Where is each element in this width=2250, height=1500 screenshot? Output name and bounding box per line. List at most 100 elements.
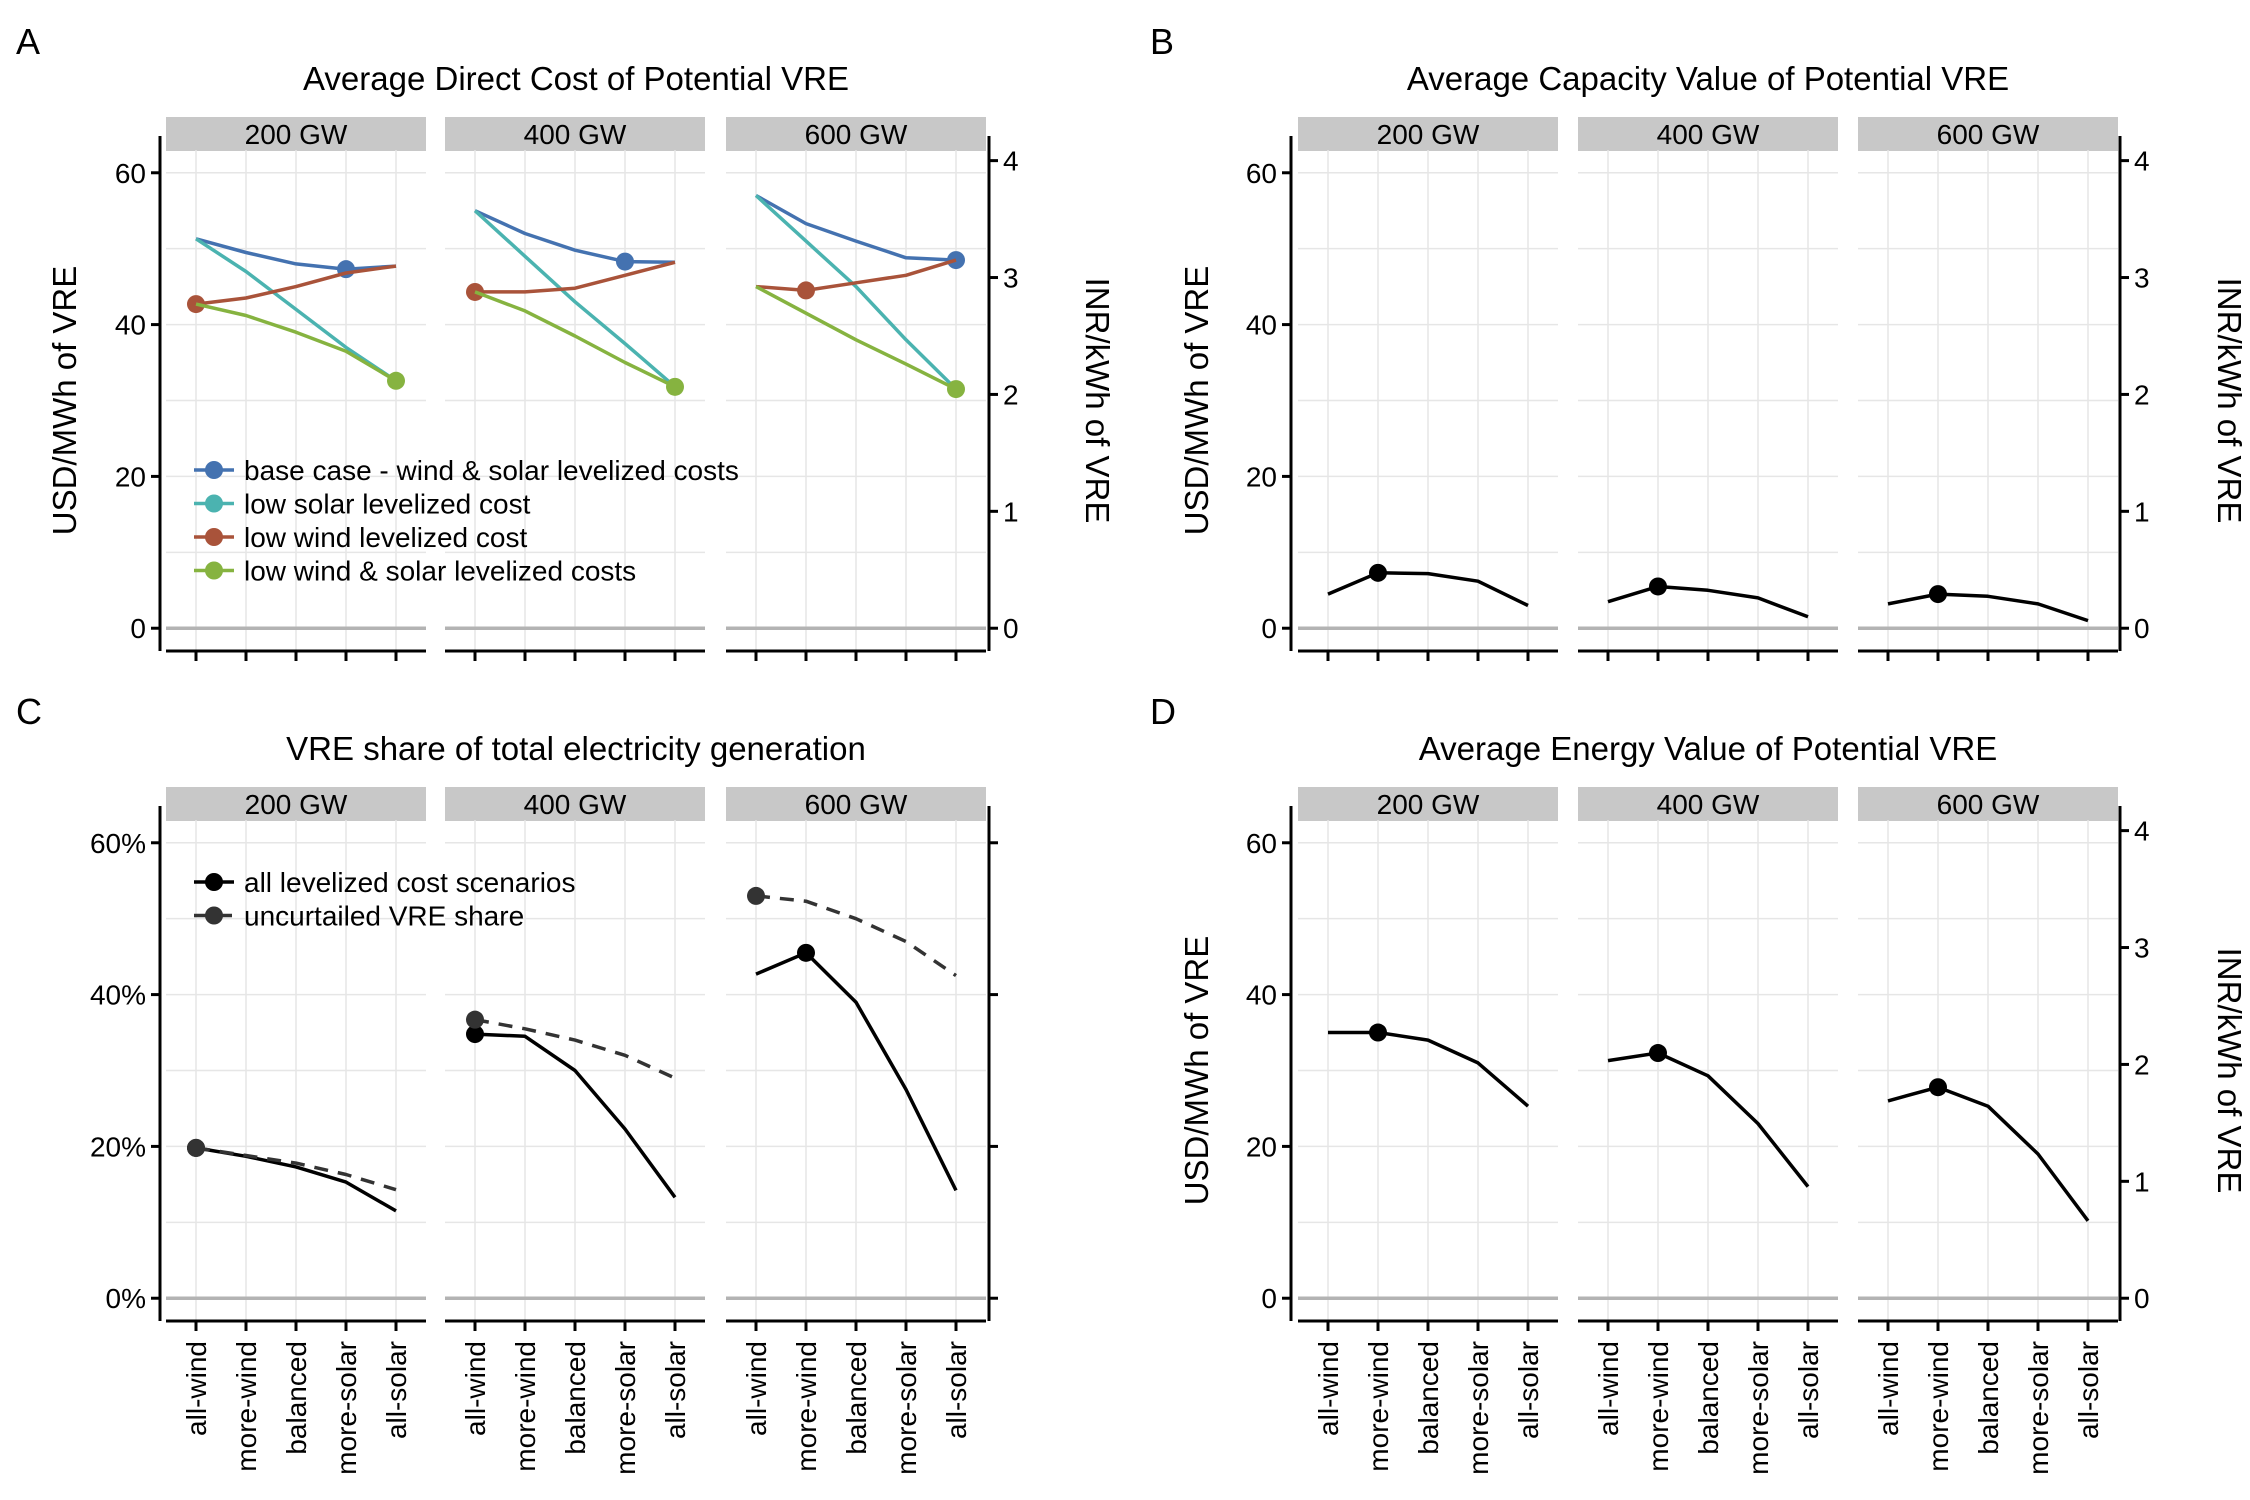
series-marker — [1929, 1078, 1947, 1097]
legend-label: all levelized cost scenarios — [244, 867, 576, 898]
facet-200-gw: 200 GW — [1298, 787, 1558, 1331]
facet-strip — [1578, 787, 1838, 821]
y2-tick-label: 0 — [2134, 613, 2150, 644]
x-tick-label: all-solar — [941, 1341, 972, 1439]
x-tick-label: all-wind — [1873, 1341, 1904, 1436]
y-tick-label: 20 — [1246, 1131, 1277, 1162]
series-marker — [947, 380, 965, 399]
x-tick-label: more-wind — [1643, 1341, 1674, 1472]
series-marker — [1649, 577, 1667, 596]
y2-tick-label: 3 — [1003, 263, 1019, 294]
facet-200-gw: 200 GW — [1298, 117, 1558, 661]
facet-strip — [1298, 787, 1558, 821]
legend-swatch-marker — [205, 461, 223, 479]
y-tick-label: 0 — [1261, 1283, 1277, 1314]
panel-title: Average Capacity Value of Potential VRE — [1407, 60, 2009, 97]
facet-strip-label: 600 GW — [805, 789, 908, 820]
facet-strip — [445, 787, 705, 821]
series-line — [755, 894, 957, 978]
series-line — [1887, 1085, 2090, 1222]
x-tick-label: more-wind — [231, 1341, 262, 1472]
x-tick-label: more-wind — [791, 1341, 822, 1472]
y2-tick-label: 0 — [1003, 613, 1019, 644]
series-line — [474, 290, 676, 389]
y-axis-title: USD/MWh of VRE — [46, 266, 83, 536]
y-axis-title: USD/MWh of VRE — [1178, 266, 1215, 536]
series-line — [1607, 584, 1809, 619]
x-tick-label: all-wind — [181, 1341, 212, 1436]
y-tick-label: 60 — [1246, 158, 1277, 189]
legend-label: base case - wind & solar levelized costs — [244, 455, 739, 486]
legend-item: low solar levelized cost — [194, 489, 531, 520]
legend-item: all levelized cost scenarios — [194, 867, 576, 898]
facet-strip-label: 400 GW — [524, 119, 627, 150]
facet-strip-label: 200 GW — [1377, 119, 1480, 150]
facet-strip — [166, 117, 426, 151]
series-line — [195, 237, 397, 271]
legend-label: low wind levelized cost — [244, 522, 527, 553]
x-tick-label: balanced — [560, 1341, 591, 1455]
facet-strip — [445, 117, 705, 151]
panel-letter: A — [16, 21, 40, 62]
facet-strip-label: 600 GW — [805, 119, 908, 150]
series-line — [1607, 1051, 1810, 1188]
series-marker — [797, 943, 815, 962]
y-tick-label: 0 — [130, 613, 146, 644]
facet-strip — [726, 117, 986, 151]
x-tick-label: all-wind — [460, 1341, 491, 1436]
y-tick-label: 0% — [106, 1283, 146, 1314]
series-marker — [466, 1025, 484, 1044]
y-tick-label: 20 — [115, 461, 146, 492]
series-line — [755, 193, 957, 262]
series-line — [755, 258, 957, 293]
y-tick-label: 0 — [1261, 613, 1277, 644]
y2-axis-title: INR/kWh of VRE — [2211, 948, 2248, 1194]
series-marker — [187, 295, 205, 314]
chart-panel-b: B Average Capacity Value of Potential VRE… — [1150, 21, 2248, 661]
y2-axis-title: INR/kWh of VRE — [2211, 278, 2248, 524]
x-tick-label: all-solar — [660, 1341, 691, 1439]
series-marker — [666, 377, 684, 396]
y2-tick-label: 1 — [1003, 496, 1019, 527]
series-marker — [1369, 1023, 1387, 1042]
y-tick-label: 20 — [1246, 461, 1277, 492]
y2-tick-label: 1 — [2134, 1166, 2150, 1197]
x-tick-label: more-solar — [1463, 1341, 1494, 1475]
facet-400-gw: 400 GW — [445, 787, 705, 1331]
facet-600-gw: 600 GW — [1858, 787, 2118, 1331]
y2-tick-label: 0 — [2134, 1283, 2150, 1314]
x-tick-label: more-solar — [2023, 1341, 2054, 1475]
facet-600-gw: 600 GW — [726, 117, 986, 661]
y2-tick-label: 2 — [2134, 1049, 2150, 1080]
x-tick-label: balanced — [1973, 1341, 2004, 1455]
facet-strip-label: 200 GW — [245, 789, 348, 820]
x-tick-label: balanced — [1413, 1341, 1444, 1455]
panel-letter: D — [1150, 691, 1176, 732]
series-marker — [797, 281, 815, 300]
x-tick-label: more-solar — [891, 1341, 922, 1475]
chart-panel-c: C VRE share of total electricity generati… — [16, 691, 998, 1475]
panel-title: Average Energy Value of Potential VRE — [1419, 730, 1997, 767]
x-tick-label: more-wind — [1923, 1341, 1954, 1472]
series-line — [474, 1017, 676, 1080]
y2-tick-label: 2 — [1003, 379, 1019, 410]
x-tick-label: all-wind — [1593, 1341, 1624, 1436]
y2-tick-label: 2 — [2134, 379, 2150, 410]
y-tick-label: 40 — [1246, 310, 1277, 341]
facet-200-gw: 200 GW — [166, 117, 426, 661]
panel-title: Average Direct Cost of Potential VRE — [303, 60, 849, 97]
x-tick-label: all-wind — [1313, 1341, 1344, 1436]
series-line — [475, 260, 676, 294]
x-tick-label: more-solar — [331, 1341, 362, 1475]
facet-600-gw: 600 GW — [726, 787, 986, 1331]
legend-label: uncurtailed VRE share — [244, 901, 524, 932]
facet-strip — [1858, 117, 2118, 151]
series-marker — [947, 251, 965, 270]
facet-strip — [1298, 117, 1558, 151]
series-marker — [466, 1010, 484, 1029]
panel-letter: B — [1150, 21, 1174, 62]
x-tick-label: more-solar — [610, 1341, 641, 1475]
y2-tick-label: 4 — [1003, 146, 1019, 177]
panel-letter: C — [16, 691, 42, 732]
